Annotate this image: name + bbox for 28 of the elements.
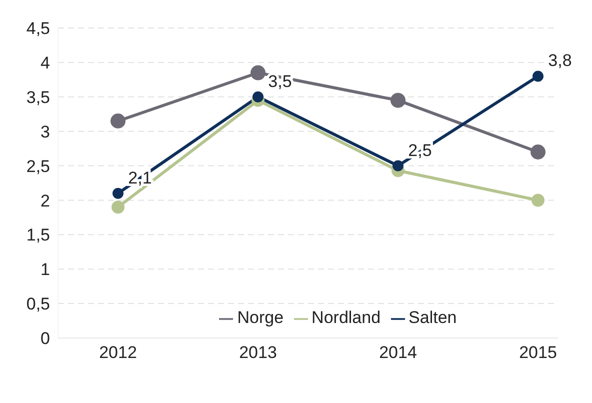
y-tick-label: 2 <box>40 191 50 210</box>
point <box>112 200 124 214</box>
y-tick-label: 3 <box>40 122 50 142</box>
y-tick-label: 0 <box>40 329 50 348</box>
y-tick-label: 3,5 <box>26 88 50 107</box>
data-label: 3,8 <box>548 51 572 70</box>
y-tick-label: 4 <box>40 53 50 72</box>
point <box>532 194 544 207</box>
point <box>252 91 264 102</box>
point <box>110 114 126 128</box>
point <box>532 70 544 82</box>
x-tick-label: 2012 <box>99 343 137 362</box>
y-tick-label: 1 <box>40 260 50 280</box>
legend-label: Nordland <box>312 308 381 327</box>
x-tick-label: 2013 <box>239 343 277 362</box>
legend-label: Norge <box>237 308 284 327</box>
point <box>392 160 404 172</box>
y-tick-label: 2,5 <box>26 156 50 176</box>
x-tick-label: 2014 <box>379 343 417 362</box>
y-tick-label: 4,5 <box>26 19 50 38</box>
point <box>250 65 266 80</box>
point <box>390 92 406 108</box>
point <box>112 188 124 199</box>
legend-label: Salten <box>408 308 457 327</box>
point <box>530 144 546 160</box>
x-tick-label: 2015 <box>519 343 557 362</box>
y-tick-label: 1,5 <box>26 226 50 245</box>
y-tick-label: 0,5 <box>26 294 50 314</box>
